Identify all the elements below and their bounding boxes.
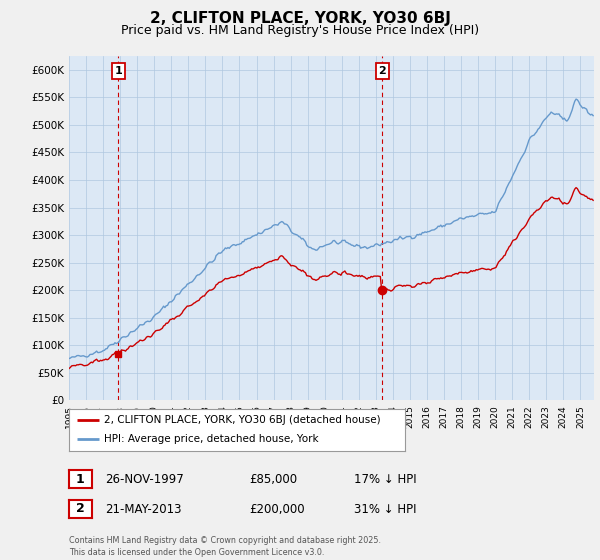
Text: Price paid vs. HM Land Registry's House Price Index (HPI): Price paid vs. HM Land Registry's House … <box>121 24 479 36</box>
Text: 17% ↓ HPI: 17% ↓ HPI <box>354 473 416 486</box>
Text: 26-NOV-1997: 26-NOV-1997 <box>105 473 184 486</box>
Text: £200,000: £200,000 <box>249 502 305 516</box>
Text: 2: 2 <box>76 502 85 515</box>
Text: 31% ↓ HPI: 31% ↓ HPI <box>354 502 416 516</box>
Text: 2: 2 <box>379 66 386 76</box>
Text: HPI: Average price, detached house, York: HPI: Average price, detached house, York <box>104 435 319 445</box>
Text: 1: 1 <box>115 66 122 76</box>
Text: £85,000: £85,000 <box>249 473 297 486</box>
Text: 21-MAY-2013: 21-MAY-2013 <box>105 502 182 516</box>
Text: 1: 1 <box>76 473 85 486</box>
Text: Contains HM Land Registry data © Crown copyright and database right 2025.
This d: Contains HM Land Registry data © Crown c… <box>69 536 381 557</box>
Text: 2, CLIFTON PLACE, YORK, YO30 6BJ (detached house): 2, CLIFTON PLACE, YORK, YO30 6BJ (detach… <box>104 415 381 425</box>
Text: 2, CLIFTON PLACE, YORK, YO30 6BJ: 2, CLIFTON PLACE, YORK, YO30 6BJ <box>149 11 451 26</box>
